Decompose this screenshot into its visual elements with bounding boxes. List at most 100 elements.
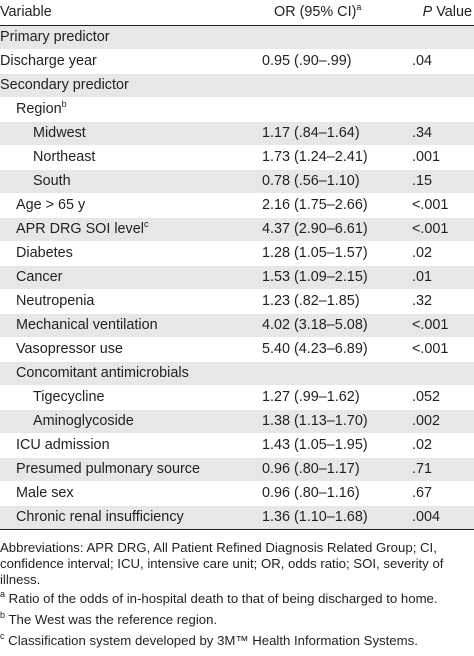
- row-variable: Secondary predictor: [0, 73, 258, 98]
- row-or-ci: 1.43 (1.05–1.95): [258, 433, 398, 458]
- row-variable-label: Vasopressor use: [16, 341, 123, 357]
- row-p-value: .04: [398, 49, 474, 74]
- row-variable-label: Discharge year: [0, 53, 97, 69]
- row-or-ci: 4.37 (2.90–6.61): [258, 217, 398, 242]
- table-row: Age > 65 y 2.16 (1.75–2.66) <.001: [0, 193, 474, 218]
- row-variable: Primary predictor: [0, 25, 258, 50]
- footnote-b-text: The West was the reference region.: [5, 612, 218, 627]
- footnote-c: c Classification system developed by 3M™…: [0, 631, 474, 649]
- row-variable: Regionb: [0, 97, 258, 122]
- footnote-c-mark: c: [0, 631, 5, 641]
- table-row: Vasopressor use 5.40 (4.23–6.89) <.001: [0, 337, 474, 362]
- row-p-value: .02: [398, 433, 474, 458]
- row-or-ci: 1.28 (1.05–1.57): [258, 241, 398, 266]
- row-variable: Chronic renal insufficiency: [0, 505, 258, 530]
- table-row: ICU admission 1.43 (1.05–1.95) .02: [0, 433, 474, 458]
- table-row: Midwest 1.17 (.84–1.64) .34: [0, 121, 474, 146]
- row-variable-label: Chronic renal insufficiency: [16, 509, 184, 525]
- table-row: APR DRG SOI levelc 4.37 (2.90–6.61) <.001: [0, 217, 474, 242]
- table-row: Male sex 0.96 (.80–1.16) .67: [0, 481, 474, 506]
- row-p-value: <.001: [398, 337, 474, 362]
- row-or-ci: [258, 73, 398, 98]
- footnote-b-mark: b: [0, 610, 6, 620]
- table-row: Regionb: [0, 97, 474, 122]
- row-or-ci: [258, 25, 398, 50]
- row-or-ci: 0.96 (.80–1.16): [258, 481, 398, 506]
- row-variable: South: [0, 169, 258, 194]
- row-variable: Vasopressor use: [0, 337, 258, 362]
- table-row: Discharge year 0.95 (.90–.99) .04: [0, 49, 474, 74]
- row-variable: Concomitant antimicrobials: [0, 361, 258, 386]
- row-or-ci: 1.38 (1.13–1.70): [258, 409, 398, 434]
- row-variable-label: Region: [16, 101, 62, 117]
- row-variable-label: Neutropenia: [16, 293, 95, 309]
- header-variable: Variable: [0, 0, 258, 26]
- row-variable: Tigecycline: [0, 385, 258, 410]
- row-variable-label: Primary predictor: [0, 29, 110, 45]
- row-p-value: .02: [398, 241, 474, 266]
- row-variable: APR DRG SOI levelc: [0, 217, 258, 242]
- row-variable-label: APR DRG SOI level: [16, 221, 144, 237]
- row-variable: Presumed pulmonary source: [0, 457, 258, 482]
- row-variable-label: Concomitant antimicrobials: [16, 365, 189, 381]
- table-row: Tigecycline 1.27 (.99–1.62) .052: [0, 385, 474, 410]
- footnote-a: a Ratio of the odds of in-hospital death…: [0, 589, 474, 607]
- table-row: Presumed pulmonary source 0.96 (.80–1.17)…: [0, 457, 474, 482]
- row-or-ci: [258, 361, 398, 386]
- header-p-rest: Value: [432, 4, 472, 20]
- row-variable: Age > 65 y: [0, 193, 258, 218]
- row-variable-label: Presumed pulmonary source: [16, 461, 200, 477]
- row-p-value: .67: [398, 481, 474, 506]
- header-or: OR (95% CI)a: [258, 0, 398, 26]
- row-variable: Discharge year: [0, 49, 258, 74]
- row-variable-label: Age > 65 y: [16, 197, 86, 213]
- table-header: Variable OR (95% CI)a P Value: [0, 0, 474, 26]
- footnote-b: b The West was the reference region.: [0, 610, 474, 628]
- row-p-value: .71: [398, 457, 474, 482]
- table-row: Secondary predictor: [0, 73, 474, 98]
- row-variable-sup: b: [61, 99, 67, 109]
- table-notes: Abbreviations: APR DRG, All Patient Refi…: [0, 540, 474, 654]
- table-row: Northeast 1.73 (1.24–2.41) .001: [0, 145, 474, 170]
- row-variable-label: ICU admission: [16, 437, 110, 453]
- row-or-ci: 4.02 (3.18–5.08): [258, 313, 398, 338]
- row-variable: ICU admission: [0, 433, 258, 458]
- row-variable-label: Diabetes: [16, 245, 73, 261]
- row-or-ci: 1.23 (.82–1.85): [258, 289, 398, 314]
- table-row: Diabetes 1.28 (1.05–1.57) .02: [0, 241, 474, 266]
- table-row: Aminoglycoside 1.38 (1.13–1.70) .002: [0, 409, 474, 434]
- row-or-ci: 1.17 (.84–1.64): [258, 121, 398, 146]
- footnote-a-text: Ratio of the odds of in-hospital death t…: [5, 591, 438, 606]
- row-or-ci: 1.53 (1.09–2.15): [258, 265, 398, 290]
- row-p-value: .15: [398, 169, 474, 194]
- table-row: Cancer 1.53 (1.09–2.15) .01: [0, 265, 474, 290]
- row-p-value: <.001: [398, 217, 474, 242]
- row-p-value: [398, 73, 474, 98]
- row-or-ci: 1.73 (1.24–2.41): [258, 145, 398, 170]
- row-p-value: .002: [398, 409, 474, 434]
- row-p-value: .004: [398, 505, 474, 530]
- row-variable-label: Mechanical ventilation: [16, 317, 158, 333]
- row-variable-label: Aminoglycoside: [33, 413, 134, 429]
- row-variable-label: Tigecycline: [33, 389, 105, 405]
- row-p-value: [398, 97, 474, 122]
- row-p-value: .32: [398, 289, 474, 314]
- header-or-sup: a: [356, 2, 362, 12]
- row-variable-label: South: [33, 173, 71, 189]
- row-variable-label: Secondary predictor: [0, 77, 129, 93]
- header-or-label: OR (95% CI): [274, 4, 357, 20]
- row-p-value: .01: [398, 265, 474, 290]
- row-p-value: [398, 25, 474, 50]
- row-p-value: [398, 361, 474, 386]
- row-p-value: <.001: [398, 193, 474, 218]
- row-p-value: .052: [398, 385, 474, 410]
- footnote-a-mark: a: [0, 589, 6, 599]
- row-variable: Male sex: [0, 481, 258, 506]
- row-or-ci: 1.27 (.99–1.62): [258, 385, 398, 410]
- row-variable: Neutropenia: [0, 289, 258, 314]
- row-p-value: <.001: [398, 313, 474, 338]
- row-variable: Aminoglycoside: [0, 409, 258, 434]
- table-row: Chronic renal insufficiency 1.36 (1.10–1.…: [0, 505, 474, 530]
- table-body: Primary predictor Discharge year 0.95 (.90…: [0, 25, 474, 530]
